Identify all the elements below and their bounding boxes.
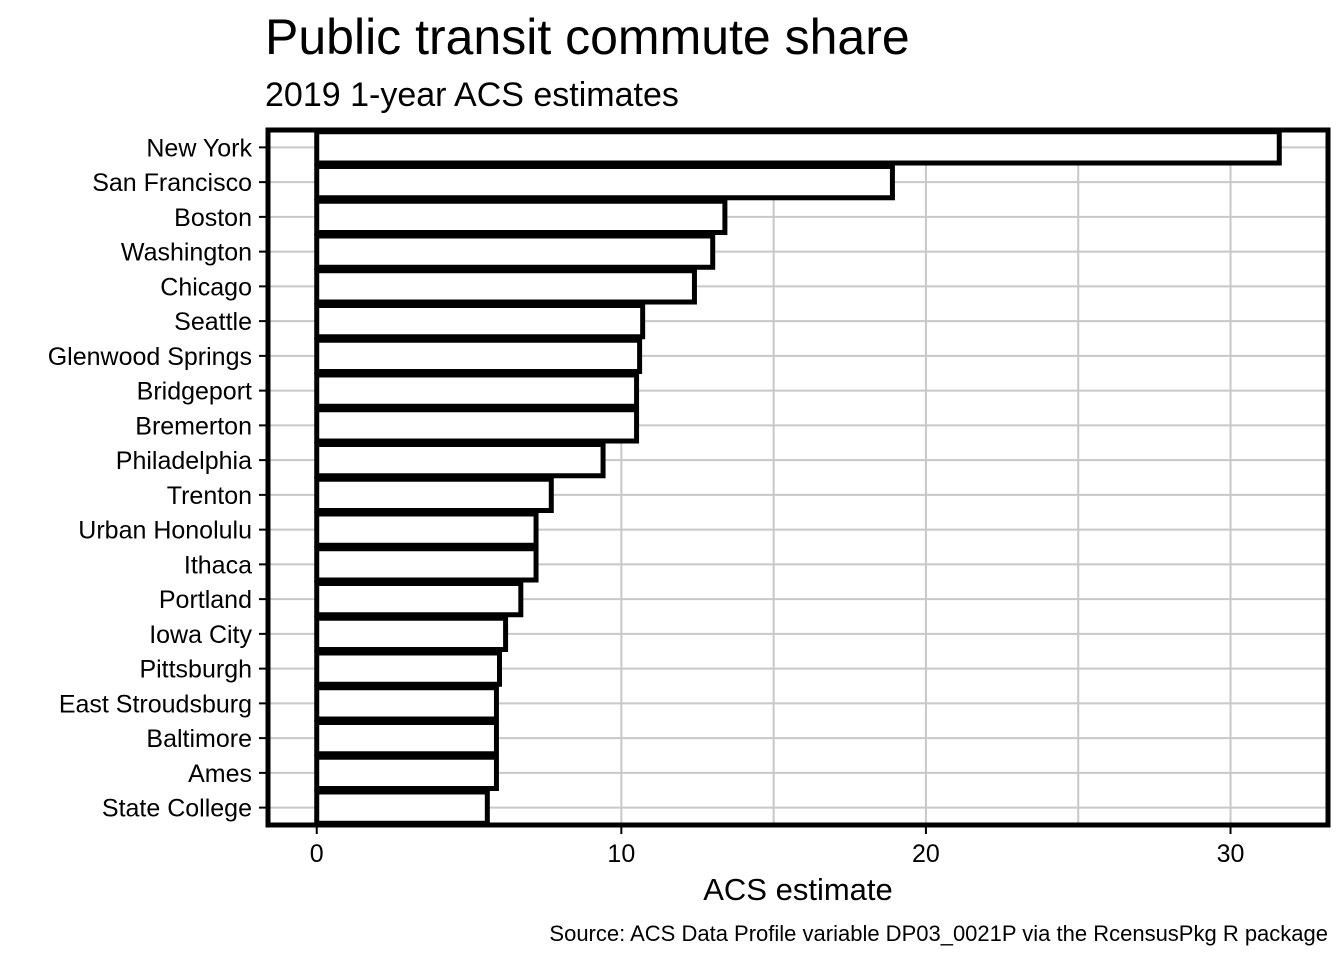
x-tick-label: 30 <box>1217 840 1245 868</box>
x-tick-label: 20 <box>912 840 940 868</box>
x-tick-label: 10 <box>607 840 635 868</box>
y-tick-label: San Francisco <box>92 169 252 197</box>
bar <box>314 407 640 444</box>
chart-title: Public transit commute share <box>265 9 910 65</box>
y-tick-label: State College <box>102 795 252 823</box>
chart-subtitle: 2019 1-year ACS estimates <box>265 76 679 114</box>
bar <box>314 650 502 687</box>
y-tick-label: Philadelphia <box>116 447 252 475</box>
y-tick-label: Washington <box>121 239 252 267</box>
y-tick-label: New York <box>146 134 252 162</box>
y-tick-label: Bridgeport <box>137 378 252 406</box>
bar <box>314 719 499 757</box>
bar <box>314 685 499 722</box>
bar <box>314 754 499 792</box>
bar <box>314 129 1282 166</box>
bar <box>314 476 554 514</box>
y-tick-label: Urban Honolulu <box>78 517 252 545</box>
bar <box>314 233 716 270</box>
y-tick-label: Chicago <box>160 273 252 301</box>
y-ticks: New York San Francisco Boston Washington Chi… <box>48 134 268 823</box>
y-tick-label: Boston <box>174 204 252 232</box>
y-tick-label: Baltimore <box>146 725 252 753</box>
bar <box>314 198 728 236</box>
y-tick-label: Trenton <box>167 482 252 510</box>
y-tick-label: Glenwood Springs <box>48 343 252 371</box>
x-ticks: 0 10 20 30 <box>310 825 1245 868</box>
y-tick-label: East Stroudsburg <box>59 690 252 718</box>
y-tick-label: Seattle <box>174 308 252 336</box>
y-tick-label: Pittsburgh <box>139 656 252 684</box>
y-tick-label: Ithaca <box>184 551 252 579</box>
y-tick-label: Ames <box>188 760 252 788</box>
bar <box>314 163 895 201</box>
x-axis-title: ACS estimate <box>703 872 893 907</box>
bar <box>314 615 509 653</box>
y-tick-label: Portland <box>159 586 252 614</box>
bar <box>314 789 490 826</box>
bar <box>314 268 697 305</box>
panel-border <box>265 127 1331 828</box>
y-tick-label: Bremerton <box>135 412 252 440</box>
bar <box>314 302 646 340</box>
x-tick-label: 0 <box>310 840 324 868</box>
source-caption: Source: ACS Data Profile variable DP03_0… <box>549 921 1328 946</box>
y-tick-label: Iowa City <box>149 621 252 649</box>
bar <box>314 337 643 375</box>
bar <box>314 441 606 479</box>
bar <box>314 372 640 409</box>
bars <box>314 129 1282 826</box>
bar <box>314 546 539 583</box>
bar <box>314 580 524 618</box>
bar <box>314 511 539 548</box>
